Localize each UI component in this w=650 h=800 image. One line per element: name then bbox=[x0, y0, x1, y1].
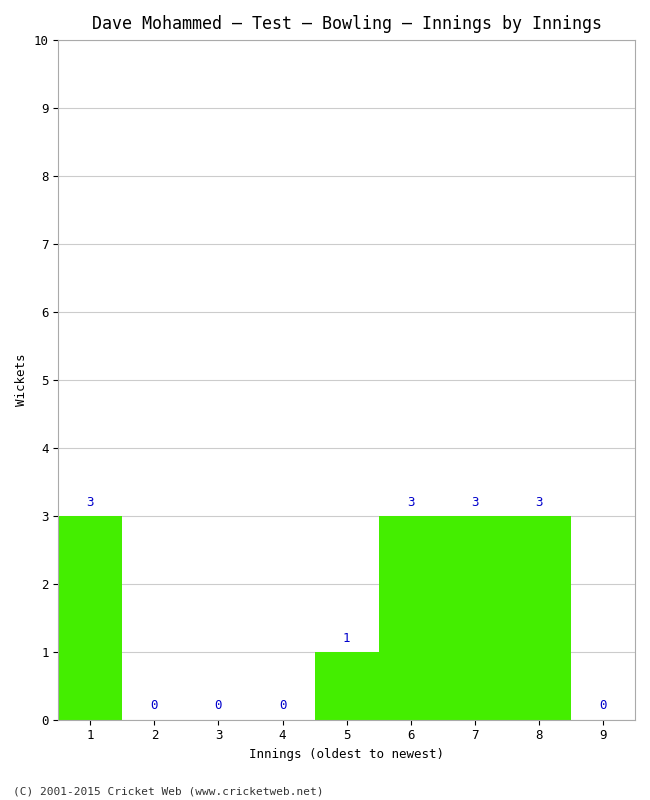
Bar bbox=[379, 516, 443, 720]
Text: 0: 0 bbox=[599, 698, 606, 711]
X-axis label: Innings (oldest to newest): Innings (oldest to newest) bbox=[249, 748, 444, 761]
Text: 3: 3 bbox=[471, 496, 478, 509]
Text: 0: 0 bbox=[151, 698, 158, 711]
Text: 3: 3 bbox=[407, 496, 415, 509]
Text: 0: 0 bbox=[279, 698, 286, 711]
Bar bbox=[507, 516, 571, 720]
Bar bbox=[443, 516, 507, 720]
Title: Dave Mohammed – Test – Bowling – Innings by Innings: Dave Mohammed – Test – Bowling – Innings… bbox=[92, 15, 602, 33]
Text: 3: 3 bbox=[535, 496, 543, 509]
Bar bbox=[315, 652, 379, 720]
Text: 0: 0 bbox=[214, 698, 222, 711]
Text: (C) 2001-2015 Cricket Web (www.cricketweb.net): (C) 2001-2015 Cricket Web (www.cricketwe… bbox=[13, 786, 324, 796]
Text: 1: 1 bbox=[343, 632, 350, 645]
Bar bbox=[58, 516, 122, 720]
Y-axis label: Wickets: Wickets bbox=[15, 354, 28, 406]
Text: 3: 3 bbox=[86, 496, 94, 509]
